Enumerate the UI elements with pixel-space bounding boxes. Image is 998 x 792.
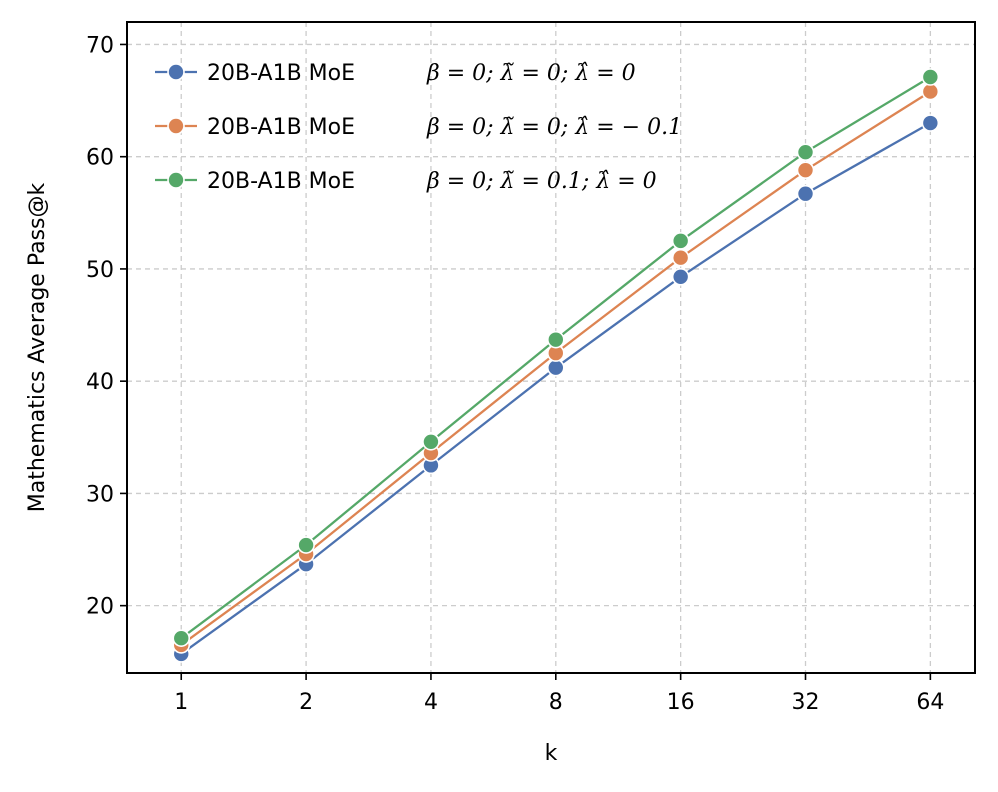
series-3 (172, 68, 940, 648)
series-group (172, 68, 940, 663)
data-point (796, 161, 815, 179)
data-point (796, 184, 815, 203)
legend: 20B-A1B MoE β = 0; λ̃ = 0; λ̂ = 020B-A1B … (155, 61, 682, 194)
y-tick-label: 50 (86, 258, 114, 283)
legend-entry: 20B-A1B MoE β = 0; λ̃ = 0; λ̂ = − 0.1 (155, 115, 682, 140)
data-point (921, 114, 940, 132)
y-tick-label: 60 (86, 146, 114, 171)
legend-label: 20B-A1B MoE (207, 169, 355, 194)
data-point (422, 432, 440, 451)
data-point (796, 143, 815, 161)
y-tick-label: 30 (86, 482, 114, 507)
y-tick-label: 20 (86, 595, 114, 620)
legend-params: β = 0; λ̃ = 0.1; λ̂ = 0 (426, 169, 657, 194)
legend-marker (167, 117, 185, 135)
legend-entry: 20B-A1B MoE β = 0; λ̃ = 0.1; λ̂ = 0 (155, 169, 657, 194)
data-point (921, 68, 940, 86)
data-point (546, 358, 565, 377)
legend-marker (167, 63, 185, 81)
data-point (671, 232, 690, 250)
grid (127, 22, 975, 673)
x-tick-label: 16 (667, 690, 695, 715)
y-axis: 20 30 40 50 60 70 (86, 33, 127, 620)
y-tick-label: 70 (86, 33, 114, 58)
legend-params: β = 0; λ̃ = 0; λ̂ = − 0.1 (426, 115, 682, 140)
x-tick-label: 8 (549, 690, 563, 715)
legend-params: β = 0; λ̃ = 0; λ̂ = 0 (426, 61, 636, 86)
data-point (671, 248, 690, 267)
x-axis: 1 2 4 8 16 32 64 (174, 673, 944, 715)
x-tick-label: 4 (424, 690, 438, 715)
data-point (172, 629, 191, 648)
legend-label: 20B-A1B MoE (207, 115, 355, 140)
legend-label: 20B-A1B MoE (207, 61, 355, 86)
legend-entry: 20B-A1B MoE β = 0; λ̃ = 0; λ̂ = 0 (155, 61, 636, 86)
data-point (921, 82, 940, 101)
x-tick-label: 2 (299, 690, 313, 715)
x-axis-title: k (545, 741, 558, 766)
data-point (297, 536, 315, 554)
x-tick-label: 1 (174, 690, 188, 715)
data-point (671, 267, 690, 286)
x-tick-label: 32 (792, 690, 820, 715)
legend-marker (167, 171, 185, 189)
y-axis-title: Mathematics Average Pass@k (25, 182, 50, 512)
plot-frame (126, 21, 976, 674)
y-tick-label: 40 (86, 370, 114, 395)
data-point (546, 330, 565, 349)
x-tick-label: 64 (916, 690, 944, 715)
